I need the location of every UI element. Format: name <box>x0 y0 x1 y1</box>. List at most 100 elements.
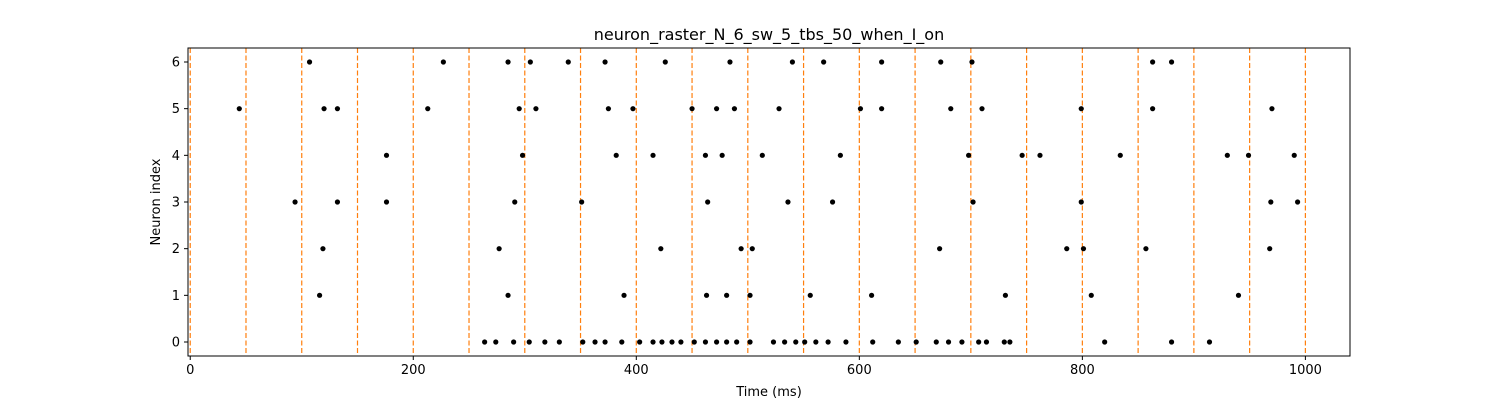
spike-point <box>619 339 625 345</box>
y-axis-label: Neuron index <box>149 158 164 245</box>
spike-point <box>969 59 975 65</box>
spike-point <box>776 106 782 112</box>
spike-point <box>837 152 843 158</box>
spike-point <box>879 106 885 112</box>
spike-point <box>747 292 753 298</box>
spike-point <box>505 59 511 65</box>
spike-point <box>945 339 952 345</box>
spike-point <box>959 339 965 345</box>
spike-point <box>813 339 819 345</box>
spike-point <box>703 292 710 298</box>
spike-point <box>747 339 753 345</box>
spike-point <box>719 152 725 158</box>
spike-point <box>983 339 990 345</box>
spike-point <box>948 106 954 112</box>
spike-point <box>1143 246 1149 252</box>
spike-point <box>966 152 972 158</box>
spike-point <box>870 339 876 345</box>
y-tick-label: 3 <box>172 196 180 211</box>
spike-point <box>1007 339 1013 345</box>
spike-point <box>1102 339 1108 345</box>
spike-point <box>1150 106 1156 112</box>
spike-point <box>579 199 585 205</box>
spike-point <box>759 152 765 158</box>
spike-point <box>879 59 885 65</box>
spike-point <box>1224 152 1230 158</box>
y-tick-label: 1 <box>172 289 180 304</box>
spike-point <box>691 339 697 345</box>
spike-point <box>1064 246 1070 252</box>
x-tick-label: 800 <box>1070 363 1095 378</box>
spike-point <box>1080 246 1087 252</box>
spike-point <box>1078 199 1084 205</box>
y-tick-label: 2 <box>172 242 180 257</box>
spike-point <box>493 339 499 345</box>
y-tick-label: 5 <box>172 102 180 117</box>
x-tick-label: 400 <box>624 363 649 378</box>
spike-point <box>316 292 323 298</box>
spike-point <box>1150 59 1156 65</box>
spike-point <box>321 106 327 112</box>
spike-point <box>724 339 730 345</box>
x-tick-label: 600 <box>847 363 872 378</box>
spike-point <box>702 152 709 158</box>
spike-point <box>727 59 733 65</box>
spike-point <box>533 106 539 112</box>
spike-point <box>613 152 619 158</box>
spike-point <box>236 106 242 112</box>
spike-point <box>793 339 799 345</box>
spike-point <box>621 292 627 298</box>
spike-point <box>1037 152 1043 158</box>
spike-point <box>789 59 796 65</box>
spike-point <box>970 199 976 205</box>
spike-point <box>1001 339 1007 345</box>
x-axis-label: Time (ms) <box>735 385 802 400</box>
y-axis-ticks: 0 1 2 3 4 5 6 <box>172 56 188 351</box>
spike-point <box>724 292 730 298</box>
spike-point <box>821 59 827 65</box>
spike-point <box>383 199 390 205</box>
spike-point <box>505 292 511 298</box>
spike-point <box>785 199 791 205</box>
spike-point <box>292 199 298 205</box>
spike-point <box>913 339 919 345</box>
spike-point <box>1294 199 1301 205</box>
spike-point <box>519 152 526 158</box>
plot-area <box>187 47 1351 357</box>
spike-point <box>782 339 788 345</box>
spike-point <box>731 106 738 112</box>
spike-point <box>542 339 548 345</box>
spike-point <box>425 106 431 112</box>
spike-point <box>1002 292 1009 298</box>
spike-point <box>496 246 502 252</box>
spike-point <box>713 106 720 112</box>
spike-point <box>440 59 446 65</box>
spike-point <box>933 339 939 345</box>
spike-point <box>895 339 901 345</box>
spike-point <box>1078 106 1084 112</box>
spike-point <box>334 106 341 112</box>
spike-point <box>602 339 608 345</box>
spike-point <box>1206 339 1213 345</box>
spike-point <box>979 106 985 112</box>
y-tick-label: 4 <box>172 149 180 164</box>
spike-point <box>512 199 518 205</box>
spike-point <box>630 106 636 112</box>
spike-point <box>702 339 709 345</box>
spike-point <box>605 106 612 112</box>
spike-point <box>1117 152 1123 158</box>
spike-point <box>482 339 488 345</box>
spike-point <box>669 339 675 345</box>
x-tick-label: 0 <box>186 363 194 378</box>
spike-point <box>843 339 849 345</box>
spike-point <box>689 106 695 112</box>
spike-point <box>383 152 390 158</box>
spike-point <box>705 199 711 205</box>
spike-point <box>580 339 586 345</box>
spike-point <box>320 246 326 252</box>
spike-point <box>738 246 744 252</box>
spike-point <box>1291 152 1297 158</box>
vertical-guides <box>189 48 1306 356</box>
spike-point <box>516 106 522 112</box>
